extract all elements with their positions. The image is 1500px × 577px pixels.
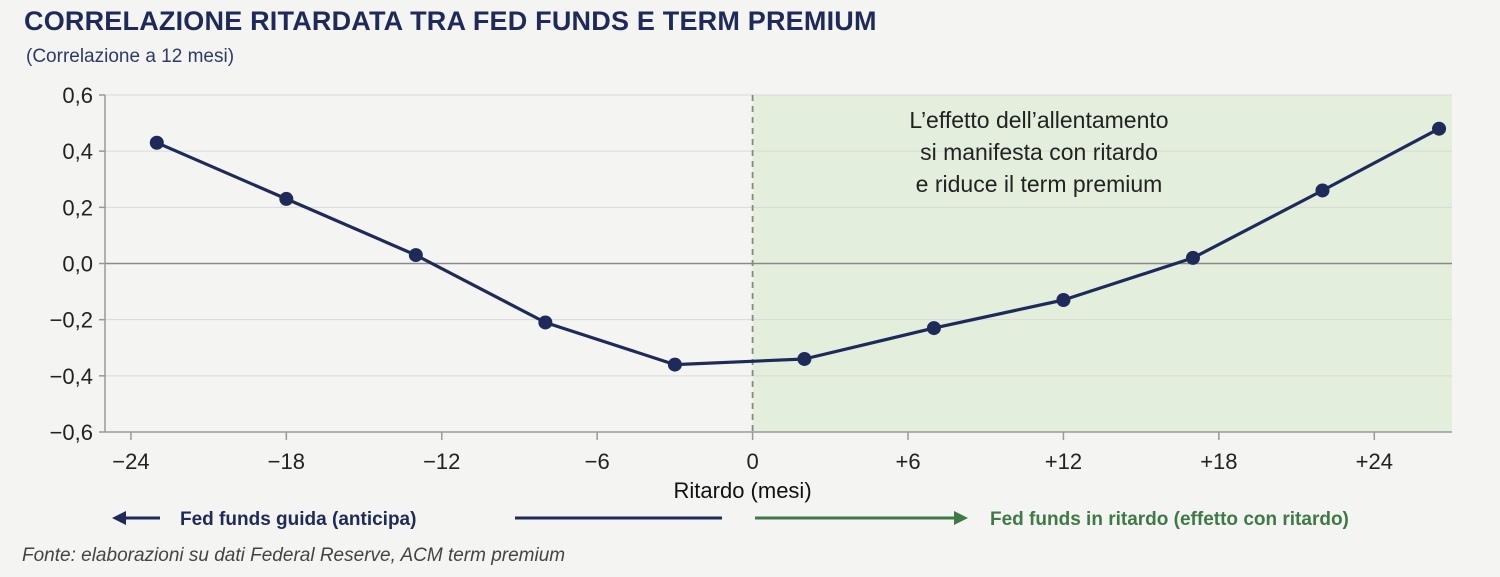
x-axis-label: Ritardo (mesi) xyxy=(674,478,812,503)
y-tick-label: 0,2 xyxy=(62,195,93,220)
data-point xyxy=(797,351,812,366)
data-point xyxy=(926,321,941,336)
x-tick-label: −24 xyxy=(112,449,149,474)
data-point xyxy=(1056,293,1071,308)
annotation-line: e riduce il term premium xyxy=(916,171,1163,197)
data-point xyxy=(1185,250,1200,265)
data-point xyxy=(538,315,553,330)
x-tick-label: −6 xyxy=(585,449,610,474)
y-tick-label: 0,0 xyxy=(62,252,93,277)
data-point xyxy=(1432,121,1447,136)
x-tick-label: +18 xyxy=(1200,449,1237,474)
y-tick-label: 0,4 xyxy=(62,139,93,164)
annotation-line: L’effetto dell’allentamento xyxy=(909,107,1168,133)
chart-title: CORRELAZIONE RITARDATA TRA FED FUNDS E T… xyxy=(24,6,877,36)
legend-left-arrow-icon xyxy=(112,511,126,525)
data-point xyxy=(1315,183,1330,198)
x-tick-label: −18 xyxy=(268,449,305,474)
x-tick-label: −12 xyxy=(423,449,460,474)
y-tick-label: 0,6 xyxy=(62,83,93,108)
x-tick-label: 0 xyxy=(746,449,758,474)
chart-subtitle: (Correlazione a 12 mesi) xyxy=(26,46,235,67)
y-tick-label: −0,4 xyxy=(50,364,93,389)
y-tick-label: −0,2 xyxy=(50,308,93,333)
legend-left-label: Fed funds guida (anticipa) xyxy=(180,509,416,530)
x-tick-label: +24 xyxy=(1356,449,1393,474)
data-point xyxy=(667,357,682,372)
y-tick-label: −0,6 xyxy=(50,420,93,445)
x-tick-label: +6 xyxy=(895,449,920,474)
legend-right-label: Fed funds in ritardo (effetto con ritard… xyxy=(990,509,1349,530)
source-note: Fonte: elaborazioni su dati Federal Rese… xyxy=(22,545,566,566)
data-point xyxy=(279,191,294,206)
data-point xyxy=(149,135,164,150)
annotation-line: si manifesta con ritardo xyxy=(920,139,1158,165)
data-point xyxy=(408,248,423,263)
legend-right-arrow-icon xyxy=(954,511,968,525)
x-tick-label: +12 xyxy=(1045,449,1082,474)
